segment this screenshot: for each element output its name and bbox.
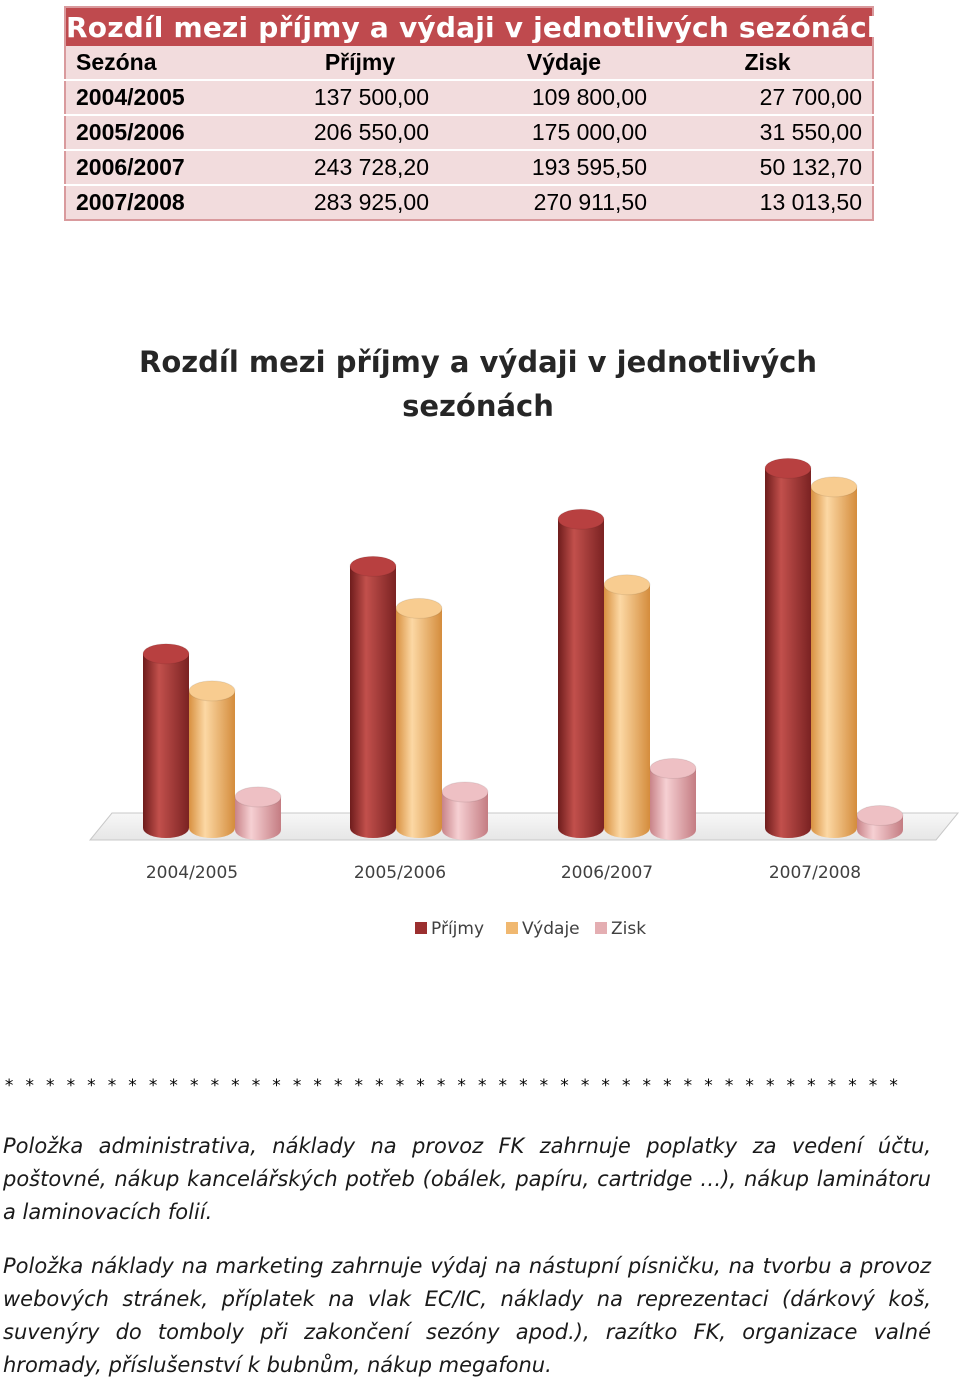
bar-výdaje-2004-2005: [188, 680, 236, 838]
bar-příjmy-2006-2007: [557, 508, 605, 838]
legend-item-zisk: Zisk: [595, 919, 646, 939]
table-title: Rozdíl mezi příjmy a výdaji v jednotlivý…: [65, 7, 887, 46]
bar-zisk-2004-2005: [234, 786, 282, 840]
cell-profit: 50 132,70: [673, 149, 873, 185]
legend-swatch: [506, 922, 518, 934]
bar-zisk-2005-2006: [441, 781, 489, 840]
cell-season: 2007/2008: [65, 184, 265, 220]
bar-příjmy-2005-2006: [349, 555, 397, 838]
legend-item-výdaje: Výdaje: [506, 919, 580, 939]
legend-swatch: [415, 922, 427, 934]
legend: Příjmy Výdaje Zisk: [415, 919, 646, 939]
cell-profit: 27 700,00: [673, 79, 873, 115]
bar-zisk-2007-2008: [856, 805, 904, 840]
cell-income: 137 500,00: [265, 79, 455, 115]
table-row: 2004/2005 137 500,00 109 800,00 27 700,0…: [65, 79, 873, 115]
cell-profit: 13 013,50: [673, 184, 873, 220]
table-header-row: Sezóna Příjmy Výdaje Zisk: [65, 46, 873, 80]
table-title-row: Rozdíl mezi příjmy a výdaji v jednotlivý…: [65, 7, 887, 46]
header-income: Příjmy: [265, 46, 455, 80]
legend-item-příjmy: Příjmy: [415, 919, 484, 939]
cell-season: 2006/2007: [65, 149, 265, 185]
cell-income: 243 728,20: [265, 149, 455, 185]
cell-income: 206 550,00: [265, 114, 455, 150]
legend-label: Zisk: [611, 919, 646, 939]
bar-výdaje-2006-2007: [603, 574, 651, 838]
bar-chart: Rozdíl mezi příjmy a výdaji v jednotlivý…: [88, 345, 960, 939]
paragraph-marketing: Položka náklady na marketing zahrnuje vý…: [3, 1254, 931, 1377]
cell-profit: 31 550,00: [673, 114, 873, 150]
header-expenses: Výdaje: [455, 46, 673, 80]
cell-expenses: 193 595,50: [455, 149, 673, 185]
table-row: 2007/2008 283 925,00 270 911,50 13 013,5…: [65, 184, 873, 220]
legend-label: Příjmy: [431, 919, 484, 939]
cell-expenses: 270 911,50: [455, 184, 673, 220]
summary-table: Rozdíl mezi příjmy a výdaji v jednotlivý…: [64, 6, 887, 221]
paragraph-administration: Položka administrativa, náklady na provo…: [3, 1134, 931, 1224]
table-row: 2005/2006 206 550,00 175 000,00 31 550,0…: [65, 114, 873, 150]
separator-stars: * * * * * * * * * * * * * * * * * * * * …: [4, 1076, 904, 1096]
bars-layer: [142, 457, 904, 840]
bar-výdaje-2007-2008: [810, 476, 858, 838]
cell-season: 2004/2005: [65, 79, 265, 115]
x-tick-label: 2007/2008: [769, 863, 861, 883]
chart-title-line-1: Rozdíl mezi příjmy a výdaji v jednotlivý…: [139, 345, 817, 379]
bar-zisk-2006-2007: [649, 757, 697, 840]
cell-income: 283 925,00: [265, 184, 455, 220]
header-season: Sezóna: [65, 46, 265, 80]
x-tick-label: 2004/2005: [146, 863, 238, 883]
cell-expenses: 109 800,00: [455, 79, 673, 115]
x-tick-label: 2006/2007: [561, 863, 653, 883]
bar-příjmy-2007-2008: [764, 457, 812, 838]
table-row: 2006/2007 243 728,20 193 595,50 50 132,7…: [65, 149, 873, 185]
x-tick-label: 2005/2006: [354, 863, 446, 883]
bar-příjmy-2004-2005: [142, 643, 190, 838]
x-tick-labels: 2004/2005 2005/2006 2006/2007 2007/2008: [146, 863, 861, 883]
legend-swatch: [595, 922, 607, 934]
cell-expenses: 175 000,00: [455, 114, 673, 150]
bar-výdaje-2005-2006: [395, 597, 443, 838]
cell-season: 2005/2006: [65, 114, 265, 150]
chart-title-line-2: sezónách: [402, 389, 554, 423]
legend-label: Výdaje: [522, 919, 580, 939]
header-profit: Zisk: [673, 46, 873, 80]
